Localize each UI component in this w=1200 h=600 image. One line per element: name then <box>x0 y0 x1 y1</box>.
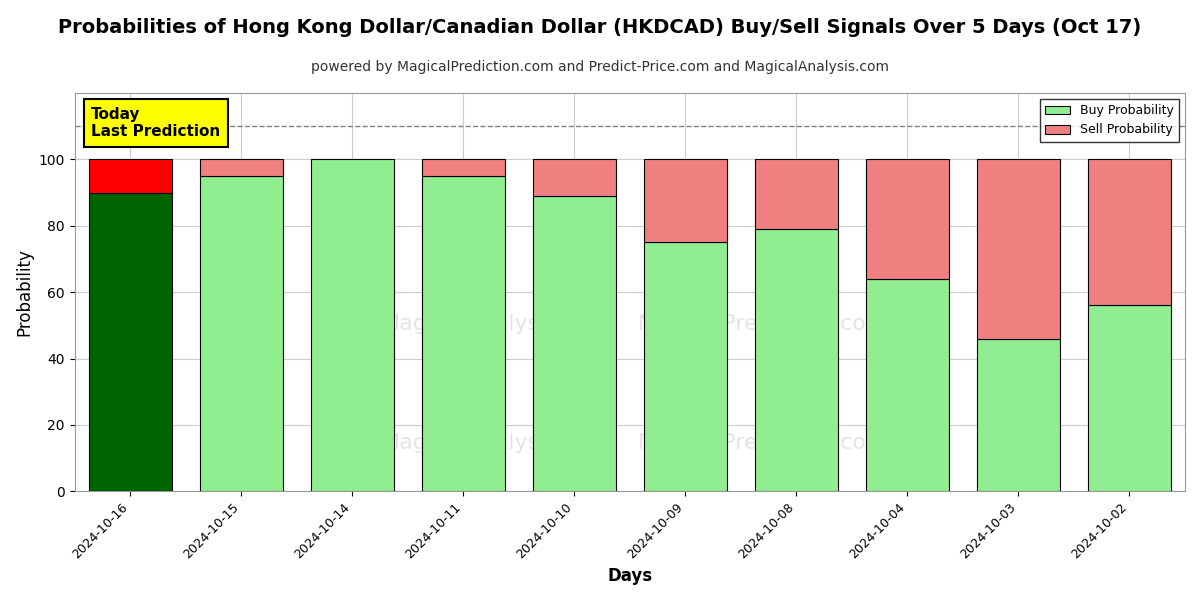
Bar <box>865 160 949 279</box>
Bar <box>977 338 1060 491</box>
Bar <box>199 160 283 176</box>
Bar <box>643 160 727 242</box>
Text: MagicalAnalysis.com: MagicalAnalysis.com <box>380 314 612 334</box>
Bar <box>643 242 727 491</box>
Bar <box>89 160 172 193</box>
Legend: Buy Probability, Sell Probability: Buy Probability, Sell Probability <box>1040 99 1178 142</box>
Text: powered by MagicalPrediction.com and Predict-Price.com and MagicalAnalysis.com: powered by MagicalPrediction.com and Pre… <box>311 60 889 74</box>
Bar <box>421 176 505 491</box>
Bar <box>89 193 172 491</box>
Bar <box>199 176 283 491</box>
Bar <box>1088 160 1171 305</box>
Text: MagicalPrediction.com: MagicalPrediction.com <box>638 314 888 334</box>
Bar <box>755 229 838 491</box>
Text: Probabilities of Hong Kong Dollar/Canadian Dollar (HKDCAD) Buy/Sell Signals Over: Probabilities of Hong Kong Dollar/Canadi… <box>59 18 1141 37</box>
Bar <box>1088 305 1171 491</box>
Bar <box>865 279 949 491</box>
X-axis label: Days: Days <box>607 567 653 585</box>
Bar <box>977 160 1060 338</box>
Bar <box>311 160 394 491</box>
Text: MagicalAnalysis.com: MagicalAnalysis.com <box>380 433 612 454</box>
Text: Today
Last Prediction: Today Last Prediction <box>91 107 221 139</box>
Bar <box>533 196 616 491</box>
Text: MagicalPrediction.com: MagicalPrediction.com <box>638 433 888 454</box>
Bar <box>533 160 616 196</box>
Bar <box>421 160 505 176</box>
Bar <box>755 160 838 229</box>
Y-axis label: Probability: Probability <box>16 248 34 336</box>
